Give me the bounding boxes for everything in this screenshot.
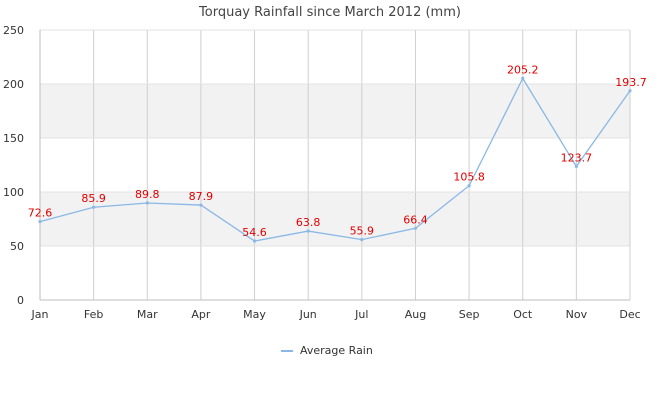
data-label: 85.9 bbox=[81, 192, 106, 205]
y-tick-label: 200 bbox=[3, 78, 24, 91]
plot-band bbox=[40, 84, 630, 138]
y-tick-label: 150 bbox=[3, 132, 24, 145]
y-tick-label: 0 bbox=[17, 294, 24, 307]
x-tick-label: Sep bbox=[459, 308, 480, 321]
data-point[interactable] bbox=[413, 226, 418, 230]
legend[interactable]: Average Rain bbox=[281, 344, 373, 357]
vertical-gridlines bbox=[39, 30, 631, 300]
data-point[interactable] bbox=[92, 205, 96, 209]
data-point[interactable] bbox=[521, 76, 525, 80]
data-labels: 72.6 85.9 89.8 87.9 54.6 63.8 55.9 66.4 105.8 205… bbox=[28, 63, 647, 239]
data-point[interactable] bbox=[360, 238, 364, 242]
data-point[interactable] bbox=[252, 239, 257, 243]
x-axis: Jan Feb Mar Apr May Jun Jul Aug Sep Oct Nov Dec bbox=[31, 299, 641, 321]
x-tick-label: Jun bbox=[299, 308, 317, 321]
data-label: 205.2 bbox=[507, 63, 539, 76]
plot-band bbox=[40, 192, 630, 246]
x-tick-label: Feb bbox=[84, 308, 103, 321]
x-tick-label: Dec bbox=[619, 308, 640, 321]
data-point[interactable] bbox=[574, 164, 578, 169]
x-tick-label: Nov bbox=[566, 308, 588, 321]
series-line-average-rain[interactable] bbox=[39, 77, 631, 242]
data-point[interactable] bbox=[38, 219, 42, 224]
y-tick-label: 100 bbox=[3, 186, 24, 199]
x-tick-label: Mar bbox=[137, 308, 158, 321]
x-tick-label: May bbox=[243, 308, 266, 321]
data-label: 66.4 bbox=[403, 213, 428, 226]
data-label: 63.8 bbox=[296, 216, 321, 229]
x-tick-label: Aug bbox=[405, 308, 426, 321]
data-point[interactable] bbox=[467, 184, 471, 188]
x-tick-label: Apr bbox=[191, 308, 211, 321]
y-tick-label: 50 bbox=[10, 240, 24, 253]
data-point[interactable] bbox=[199, 203, 203, 207]
series-layer bbox=[38, 76, 632, 243]
data-label: 123.7 bbox=[561, 151, 593, 164]
y-tick-label: 250 bbox=[3, 24, 24, 37]
data-point[interactable] bbox=[145, 201, 149, 205]
data-label: 87.9 bbox=[189, 190, 214, 203]
legend-label-average-rain[interactable]: Average Rain bbox=[300, 344, 373, 357]
data-label: 105.8 bbox=[453, 171, 485, 184]
data-label: 193.7 bbox=[615, 76, 647, 89]
data-label: 54.6 bbox=[242, 226, 267, 239]
data-point[interactable] bbox=[306, 229, 310, 233]
x-tick-label: Jan bbox=[31, 308, 49, 321]
x-tick-label: Oct bbox=[513, 308, 533, 321]
chart-title: Torquay Rainfall since March 2012 (mm) bbox=[198, 5, 461, 20]
x-tick-label: Jul bbox=[354, 308, 368, 321]
data-label: 55.9 bbox=[350, 225, 375, 238]
data-point[interactable] bbox=[628, 89, 632, 93]
data-label: 89.8 bbox=[135, 188, 160, 201]
data-label: 72.6 bbox=[28, 207, 53, 220]
